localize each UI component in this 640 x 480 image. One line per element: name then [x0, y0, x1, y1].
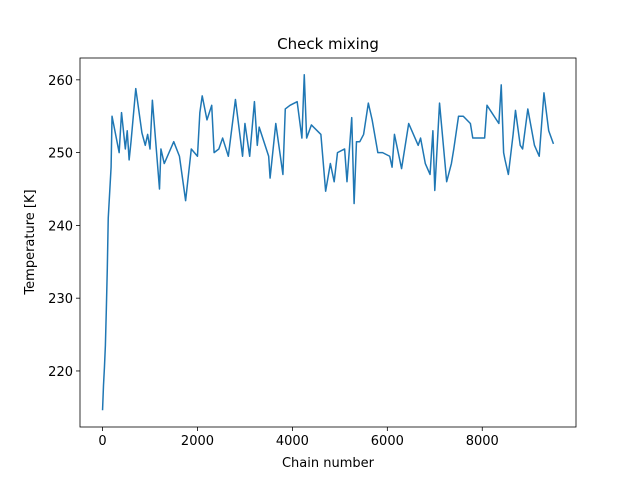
y-axis-label: Temperature [K]	[23, 189, 38, 295]
y-tick-label: 230	[48, 292, 73, 307]
plot-frame	[79, 57, 577, 428]
x-tick-label: 6000	[371, 434, 404, 449]
y-tick-label: 250	[48, 147, 73, 162]
x-tick-label: 4000	[276, 434, 309, 449]
data-line	[101, 73, 555, 411]
x-axis-label: Chain number	[282, 456, 375, 471]
x-tick-label: 0	[98, 434, 106, 449]
chart-title: Check mixing	[277, 35, 379, 53]
y-tick-label: 260	[48, 74, 73, 89]
x-tick-label: 8000	[466, 434, 499, 449]
x-tick-label: 2000	[181, 434, 214, 449]
y-tick-label: 240	[48, 219, 73, 234]
y-tick-label: 220	[48, 365, 73, 380]
